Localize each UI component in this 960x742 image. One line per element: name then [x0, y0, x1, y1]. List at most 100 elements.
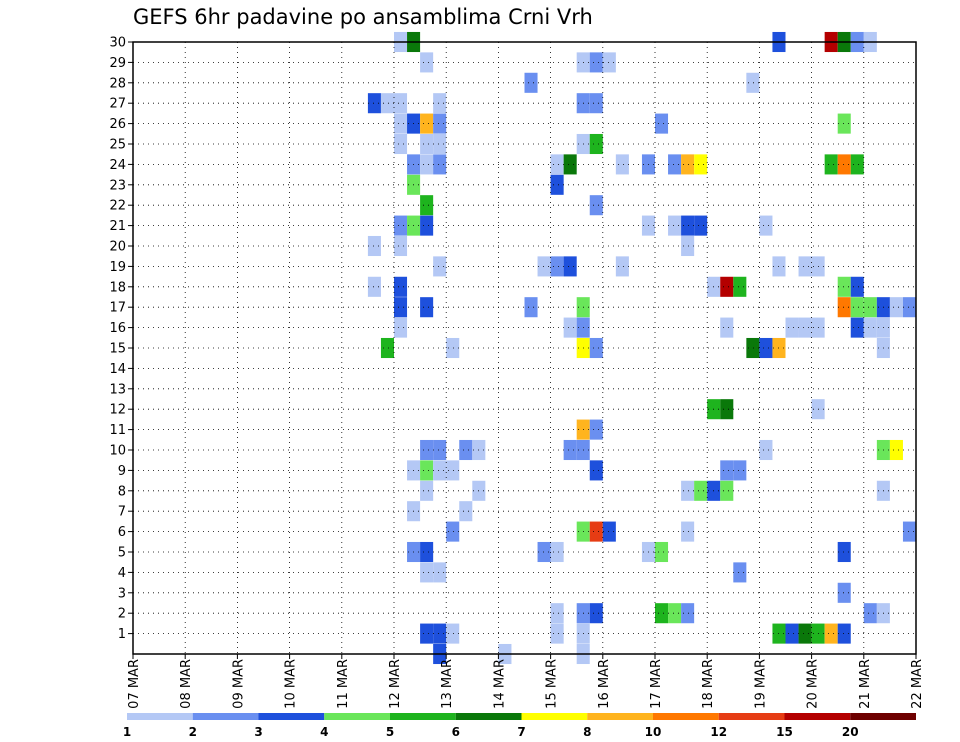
y-tick-label: 13	[109, 382, 126, 397]
y-tick-label: 29	[109, 56, 126, 71]
x-tick-label: 17 MAR	[649, 659, 664, 709]
heatmap-cell	[446, 337, 460, 359]
y-tick-label: 20	[109, 240, 126, 255]
heatmap-cell	[694, 154, 708, 175]
legend-swatch	[324, 713, 390, 720]
heatmap-cell	[563, 439, 577, 461]
x-tick-label: 10 MAR	[284, 659, 299, 709]
heatmap-cell	[420, 133, 434, 155]
heatmap-cell	[850, 317, 864, 338]
heatmap-cell	[733, 562, 747, 583]
heatmap-cell	[837, 623, 851, 644]
heatmap-cell	[850, 276, 864, 297]
x-tick-label: 14 MAR	[492, 659, 507, 709]
heatmap-cell	[798, 256, 812, 277]
y-tick-label: 15	[109, 342, 126, 357]
legend-label: 4	[320, 725, 328, 739]
heatmap-cell	[824, 154, 838, 175]
heatmap-cell	[367, 93, 381, 114]
heatmap-cell	[380, 93, 394, 114]
x-tick-label: 12 MAR	[388, 659, 403, 709]
x-tick-label: 11 MAR	[336, 659, 351, 709]
heatmap-cell	[433, 256, 447, 277]
color-legend: 1 2 3 4 5 6 7 8 10 12 15 20	[123, 713, 916, 739]
heatmap-cell	[733, 460, 747, 481]
legend-label: 20	[842, 725, 859, 739]
heatmap-cell	[433, 154, 447, 175]
x-tick-label: 21 MAR	[858, 659, 873, 709]
x-tick-label: 22 MAR	[910, 659, 925, 709]
heatmap-cell	[850, 297, 864, 318]
heatmap-cell	[681, 235, 695, 257]
legend-swatch	[718, 713, 785, 720]
y-tick-label: 21	[109, 219, 126, 234]
heatmap-cell	[394, 297, 408, 318]
heatmap-cell	[420, 460, 434, 481]
heatmap-cell	[550, 603, 564, 624]
legend-label: 7	[517, 725, 525, 739]
heatmap-cell	[433, 460, 447, 481]
y-tick-label: 1	[118, 627, 126, 642]
heatmap-cell	[524, 297, 538, 318]
legend-label: 10	[645, 725, 662, 739]
heatmap-cell	[681, 154, 695, 175]
legend-swatch	[587, 713, 653, 720]
heatmap-cell	[589, 195, 603, 216]
heatmap-cell	[720, 460, 734, 481]
heatmap-cell	[902, 521, 916, 542]
heatmap-cell	[550, 541, 564, 563]
heatmap-cell	[759, 439, 773, 461]
y-tick-label: 8	[118, 484, 126, 499]
heatmap-cell	[420, 52, 434, 73]
y-tick-label: 17	[109, 301, 126, 316]
heatmap-cell	[681, 215, 695, 236]
heatmap-cell	[694, 215, 708, 236]
heatmap-cell	[668, 154, 682, 175]
heatmap-cell	[420, 297, 434, 318]
heatmap-cell	[863, 317, 877, 338]
y-tick-label: 9	[118, 464, 126, 479]
y-tick-label: 11	[109, 423, 126, 438]
y-tick-label: 19	[109, 260, 126, 275]
heatmap-cell	[420, 623, 434, 644]
heatmap-cell	[589, 52, 603, 73]
legend-label: 6	[452, 725, 460, 739]
heatmap-cell	[837, 113, 851, 134]
heatmap-cell	[420, 562, 434, 583]
legend-label: 12	[710, 725, 727, 739]
heatmap-cell	[681, 603, 695, 624]
heatmap-cell	[394, 93, 408, 114]
heatmap-cell	[394, 317, 408, 338]
x-tick-label: 19 MAR	[753, 659, 768, 709]
heatmap-cell	[681, 521, 695, 542]
heatmap-cell	[746, 337, 760, 359]
x-axis: 07 MAR 08 MAR 09 MAR 10 MAR 11 MAR 12 MAR 13 M…	[127, 654, 925, 709]
heatmap-cell	[394, 113, 408, 134]
x-tick-label: 09 MAR	[231, 659, 246, 709]
heatmap-cell	[433, 113, 447, 134]
heatmap-cell	[850, 154, 864, 175]
heatmap-cell	[720, 276, 734, 297]
heatmap-cell	[798, 623, 812, 644]
y-tick-label: 6	[118, 525, 126, 540]
y-tick-label: 24	[109, 158, 126, 173]
heatmap-cell	[367, 235, 381, 257]
heatmap-cell	[602, 521, 616, 542]
heatmap-cell	[889, 297, 903, 318]
x-tick-label: 15 MAR	[545, 659, 560, 709]
x-tick-label: 20 MAR	[806, 659, 821, 709]
y-axis: 1234567891011121314151617181920212223242…	[109, 36, 133, 642]
legend-swatch	[258, 713, 325, 720]
y-tick-label: 10	[109, 444, 126, 459]
chart-grid	[132, 41, 917, 654]
heatmap-cell	[420, 113, 434, 134]
y-tick-label: 30	[109, 36, 126, 51]
heatmap-cell	[537, 256, 551, 277]
legend-label: 8	[583, 725, 591, 739]
y-tick-label: 27	[109, 97, 126, 112]
heatmap-cell	[380, 337, 394, 359]
heatmap-cell	[902, 297, 916, 318]
heatmap-cell	[889, 439, 903, 461]
x-tick-label: 07 MAR	[127, 659, 142, 709]
y-tick-label: 26	[109, 117, 126, 132]
